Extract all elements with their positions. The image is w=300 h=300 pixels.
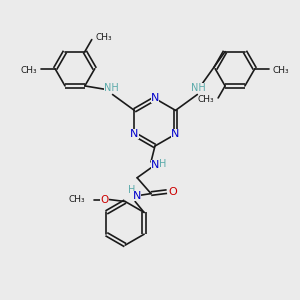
Text: CH₃: CH₃ [69, 195, 85, 204]
Text: H: H [159, 159, 167, 169]
Text: O: O [100, 194, 109, 205]
Text: CH₃: CH₃ [96, 33, 112, 42]
Text: N: N [130, 129, 139, 139]
Text: N: N [151, 94, 159, 103]
Text: H: H [128, 184, 136, 195]
Text: O: O [168, 187, 177, 196]
Text: CH₃: CH₃ [273, 66, 289, 75]
Text: NH: NH [191, 82, 206, 93]
Text: NH: NH [104, 82, 119, 93]
Text: N: N [171, 129, 180, 139]
Text: CH₃: CH₃ [198, 95, 214, 104]
Text: N: N [133, 190, 141, 201]
Text: CH₃: CH₃ [21, 66, 37, 75]
Text: N: N [151, 160, 159, 170]
